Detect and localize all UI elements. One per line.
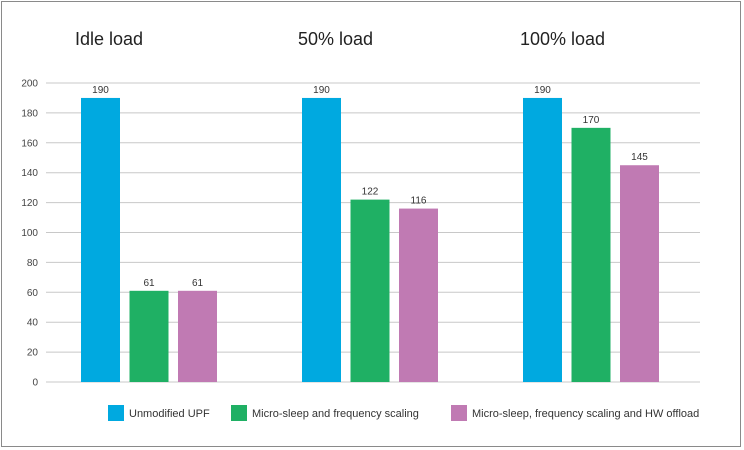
data-label: 61 — [143, 278, 155, 289]
legend-swatch — [108, 405, 124, 421]
y-tick-label: 80 — [27, 258, 39, 269]
y-tick-label: 200 — [21, 79, 38, 90]
y-tick-label: 100 — [21, 228, 38, 239]
bar — [81, 97, 120, 382]
y-tick-label: 120 — [21, 198, 38, 209]
bar — [129, 290, 169, 382]
data-label: 170 — [583, 115, 600, 126]
data-label: 145 — [631, 152, 648, 163]
bar — [350, 199, 390, 382]
data-label: 190 — [92, 85, 109, 96]
bar — [523, 97, 562, 382]
data-label: 122 — [362, 187, 379, 198]
legend-label: Unmodified UPF — [129, 408, 210, 420]
legend-swatch — [451, 405, 467, 421]
y-tick-label: 60 — [27, 288, 39, 299]
data-label: 61 — [192, 278, 204, 289]
data-label: 190 — [313, 85, 330, 96]
bar — [302, 97, 341, 382]
category-title: Idle load — [75, 29, 143, 49]
bar — [620, 165, 659, 382]
y-tick-label: 20 — [27, 348, 39, 359]
data-label: 116 — [411, 196, 427, 207]
bar — [399, 208, 438, 382]
category-title: 50% load — [298, 29, 373, 49]
bar — [178, 290, 217, 382]
y-tick-label: 140 — [21, 168, 38, 179]
y-tick-label: 40 — [27, 318, 39, 329]
category-title: 100% load — [520, 29, 605, 49]
data-label: 190 — [534, 85, 551, 96]
legend-label: Micro-sleep and frequency scaling — [252, 408, 419, 420]
y-tick-label: 180 — [21, 108, 38, 119]
legend-swatch — [231, 405, 247, 421]
y-tick-label: 0 — [32, 378, 38, 389]
bar — [571, 127, 611, 382]
y-tick-label: 160 — [21, 138, 38, 149]
legend-label: Micro-sleep, frequency scaling and HW of… — [472, 408, 699, 420]
